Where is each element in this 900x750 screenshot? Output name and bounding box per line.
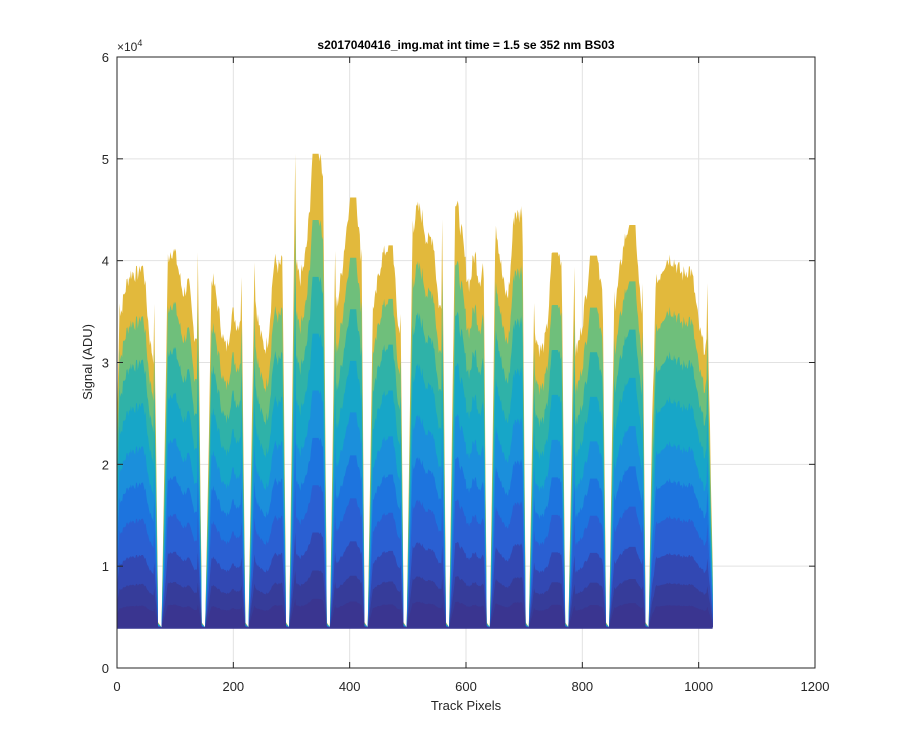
y-tick-label: 6 bbox=[102, 50, 109, 65]
y-axis-exponent: ×104 bbox=[117, 38, 142, 54]
y-multiplier-exp: 4 bbox=[137, 38, 142, 48]
x-tick-label: 1000 bbox=[684, 679, 713, 694]
x-tick-label: 1200 bbox=[801, 679, 830, 694]
x-tick-label: 200 bbox=[222, 679, 244, 694]
y-tick-label: 0 bbox=[102, 661, 109, 676]
x-tick-label: 400 bbox=[339, 679, 361, 694]
tick-labels: 0 200 400 600 800 1000 1200 0 1 2 3 4 5 6 bbox=[102, 50, 830, 694]
y-tick-label: 4 bbox=[102, 254, 109, 269]
x-tick-label: 600 bbox=[455, 679, 477, 694]
baseline-band bbox=[117, 627, 713, 629]
chart-title: s2017040416_img.mat int time = 1.5 se 35… bbox=[317, 38, 615, 52]
area-layer-9 bbox=[117, 598, 713, 628]
x-tick-label: 0 bbox=[113, 679, 120, 694]
x-tick-label: 800 bbox=[571, 679, 593, 694]
y-tick-label: 1 bbox=[102, 559, 109, 574]
area-layers bbox=[117, 153, 713, 629]
y-multiplier: ×10 bbox=[117, 40, 138, 54]
y-tick-label: 2 bbox=[102, 457, 109, 472]
axes-frame bbox=[116, 56, 816, 669]
y-axis-label: Signal (ADU) bbox=[80, 324, 95, 400]
y-tick-label: 3 bbox=[102, 356, 109, 371]
y-tick-label: 5 bbox=[102, 152, 109, 167]
axes-box bbox=[116, 56, 816, 669]
x-axis-label: Track Pixels bbox=[431, 698, 502, 713]
